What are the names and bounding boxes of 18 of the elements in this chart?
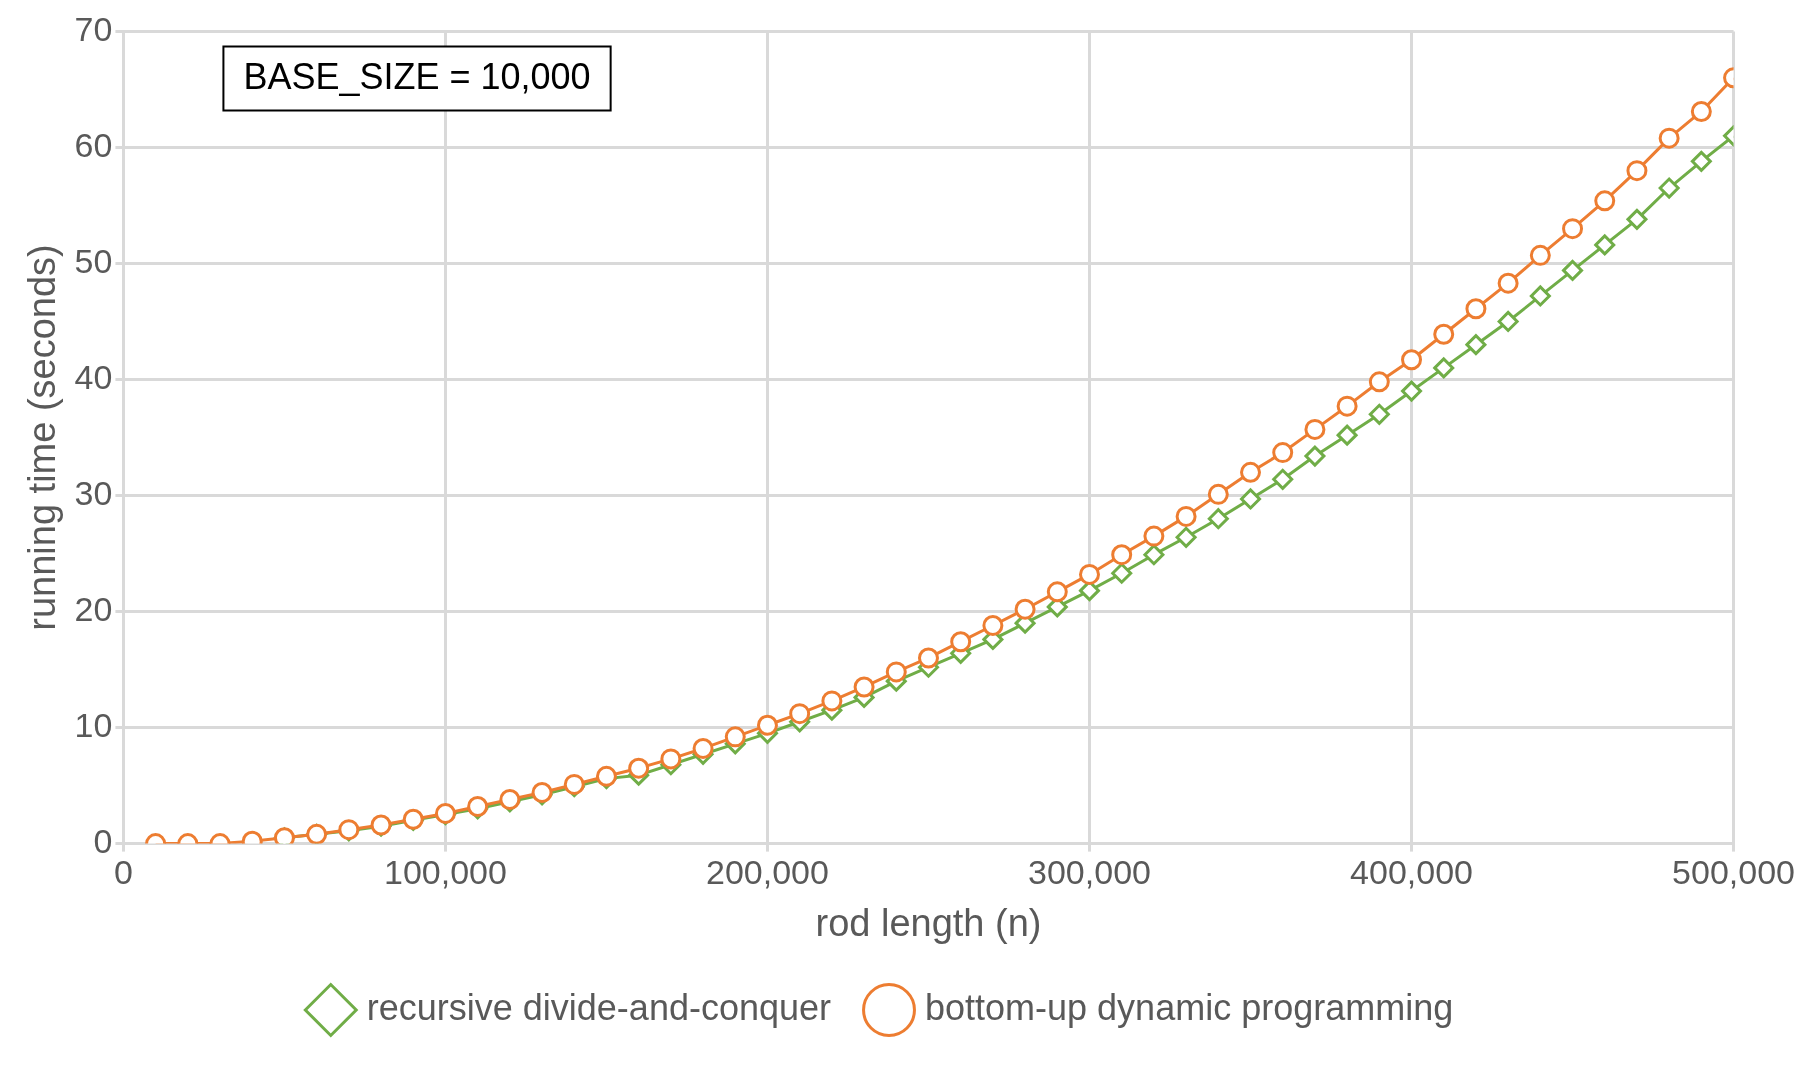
x-tick-label: 500,000 — [1672, 853, 1795, 892]
annotation: BASE_SIZE = 10,000 — [243, 56, 591, 98]
y-axis-title: running time (seconds) — [21, 244, 64, 631]
x-tick-label: 200,000 — [706, 853, 829, 892]
y-tick-label: 10 — [74, 705, 113, 744]
y-tick-label: 0 — [93, 821, 113, 860]
x-axis-title: rod length (n) — [815, 901, 1042, 944]
x-tick-label: 400,000 — [1350, 853, 1473, 892]
x-tick-label: 300,000 — [1028, 853, 1151, 892]
legend-label: recursive divide-and-conquer — [366, 986, 832, 1028]
y-tick-label: 50 — [74, 241, 113, 280]
legend-label: bottom-up dynamic programming — [925, 986, 1454, 1028]
y-tick-label: 70 — [74, 9, 113, 48]
x-tick-label: 100,000 — [383, 853, 507, 892]
y-tick-label: 40 — [74, 357, 113, 396]
y-tick-label: 30 — [74, 473, 113, 512]
y-tick-label: 20 — [74, 589, 113, 628]
y-tick-label: 60 — [74, 125, 113, 164]
